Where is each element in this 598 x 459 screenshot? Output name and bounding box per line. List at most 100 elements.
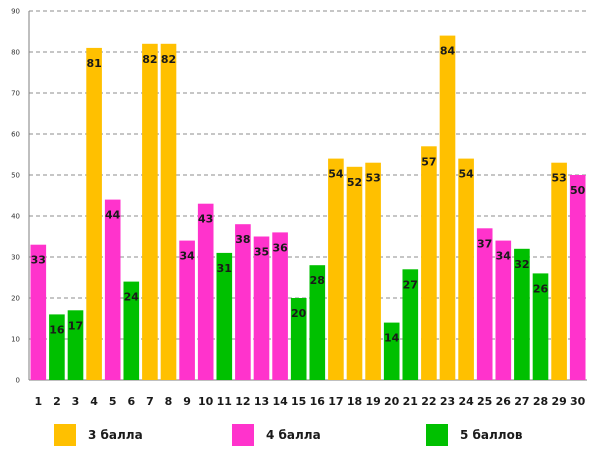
bar bbox=[290, 298, 307, 380]
bar bbox=[30, 244, 47, 380]
data-label: 36 bbox=[272, 241, 288, 254]
data-label: 28 bbox=[310, 274, 325, 287]
bar bbox=[49, 314, 65, 380]
bar bbox=[197, 203, 214, 380]
data-label: 17 bbox=[68, 319, 83, 332]
bar bbox=[309, 265, 326, 380]
bar bbox=[514, 248, 530, 380]
x-tick-label: 29 bbox=[551, 395, 566, 408]
legend: 3 балла 4 балла 5 баллов bbox=[0, 422, 598, 452]
legend-swatch-5-points bbox=[426, 424, 448, 446]
legend-label-4-points: 4 балла bbox=[266, 428, 321, 442]
y-tick-label: 80 bbox=[11, 49, 20, 57]
legend-label-3-points: 3 балла bbox=[88, 428, 143, 442]
y-tick-label: 40 bbox=[11, 213, 20, 221]
bar bbox=[216, 252, 233, 380]
data-label: 34 bbox=[179, 250, 195, 263]
bar bbox=[104, 199, 121, 380]
data-label: 37 bbox=[477, 237, 492, 250]
x-tick-label: 23 bbox=[440, 395, 455, 408]
bar bbox=[328, 158, 344, 380]
bar bbox=[179, 240, 195, 380]
bar bbox=[253, 236, 270, 380]
data-label: 20 bbox=[291, 307, 307, 320]
x-tick-label: 16 bbox=[310, 395, 326, 408]
x-tick-label: 26 bbox=[496, 395, 512, 408]
y-tick-label: 90 bbox=[11, 8, 20, 16]
data-label: 54 bbox=[458, 168, 474, 181]
bar bbox=[86, 47, 102, 381]
x-tick-label: 3 bbox=[72, 395, 80, 408]
x-tick-label: 2 bbox=[53, 395, 61, 408]
bar bbox=[67, 310, 84, 380]
y-tick-label: 30 bbox=[11, 254, 20, 262]
x-tick-label: 22 bbox=[421, 395, 436, 408]
bar bbox=[346, 166, 363, 380]
bar bbox=[402, 269, 419, 380]
data-label: 24 bbox=[124, 291, 140, 304]
x-tick-label: 25 bbox=[477, 395, 492, 408]
x-tick-label: 15 bbox=[291, 395, 306, 408]
legend-item-5-points: 5 баллов bbox=[426, 422, 522, 448]
y-tick-label: 20 bbox=[11, 295, 20, 303]
data-label: 31 bbox=[217, 262, 232, 275]
bar bbox=[123, 281, 140, 380]
x-tick-label: 20 bbox=[384, 395, 400, 408]
bar bbox=[365, 162, 381, 380]
x-tick-label: 13 bbox=[254, 395, 269, 408]
data-label: 38 bbox=[235, 233, 250, 246]
data-label: 14 bbox=[384, 332, 400, 345]
x-tick-label: 24 bbox=[458, 395, 474, 408]
y-tick-label: 10 bbox=[11, 336, 20, 344]
x-tick-label: 18 bbox=[347, 395, 362, 408]
legend-label-5-points: 5 баллов bbox=[460, 428, 523, 442]
x-tick-label: 17 bbox=[328, 395, 343, 408]
data-label: 50 bbox=[570, 184, 586, 197]
data-label: 34 bbox=[496, 250, 512, 263]
x-tick-label: 12 bbox=[235, 395, 250, 408]
y-tick-label: 70 bbox=[11, 90, 20, 98]
legend-item-3-points: 3 балла bbox=[54, 422, 143, 448]
data-label: 81 bbox=[86, 57, 101, 70]
y-tick-label: 60 bbox=[11, 131, 20, 139]
legend-swatch-3-points bbox=[54, 424, 76, 446]
legend-swatch-4-points bbox=[232, 424, 254, 446]
bar-chart: 0102030405060708090331162173814445246827… bbox=[11, 8, 587, 408]
data-label: 53 bbox=[365, 172, 380, 185]
bar bbox=[421, 146, 437, 380]
bar bbox=[458, 158, 474, 380]
bar bbox=[439, 35, 456, 380]
data-label: 43 bbox=[198, 213, 213, 226]
bar bbox=[532, 273, 549, 380]
data-label: 33 bbox=[31, 254, 46, 267]
bar bbox=[142, 43, 158, 381]
x-tick-label: 5 bbox=[109, 395, 117, 408]
x-tick-label: 6 bbox=[127, 395, 135, 408]
data-label: 32 bbox=[514, 258, 529, 271]
data-label: 82 bbox=[142, 53, 157, 66]
x-tick-label: 30 bbox=[570, 395, 586, 408]
data-label: 84 bbox=[440, 45, 456, 58]
data-label: 82 bbox=[161, 53, 176, 66]
bar bbox=[272, 232, 288, 380]
data-label: 26 bbox=[533, 282, 549, 295]
x-tick-label: 1 bbox=[34, 395, 42, 408]
data-label: 35 bbox=[254, 246, 269, 259]
data-label: 52 bbox=[347, 176, 362, 189]
x-tick-label: 19 bbox=[365, 395, 380, 408]
data-label: 44 bbox=[105, 209, 121, 222]
bar bbox=[235, 224, 251, 380]
legend-item-4-points: 4 балла bbox=[232, 422, 321, 448]
bar bbox=[476, 228, 493, 380]
data-label: 53 bbox=[551, 172, 566, 185]
bar bbox=[569, 175, 586, 380]
x-tick-label: 11 bbox=[217, 395, 232, 408]
x-tick-label: 9 bbox=[183, 395, 191, 408]
data-label: 57 bbox=[421, 155, 436, 168]
y-tick-label: 0 bbox=[16, 377, 20, 385]
x-tick-label: 14 bbox=[272, 395, 288, 408]
data-label: 54 bbox=[328, 168, 344, 181]
bar bbox=[160, 43, 177, 381]
x-tick-label: 27 bbox=[514, 395, 529, 408]
bar bbox=[383, 322, 400, 380]
